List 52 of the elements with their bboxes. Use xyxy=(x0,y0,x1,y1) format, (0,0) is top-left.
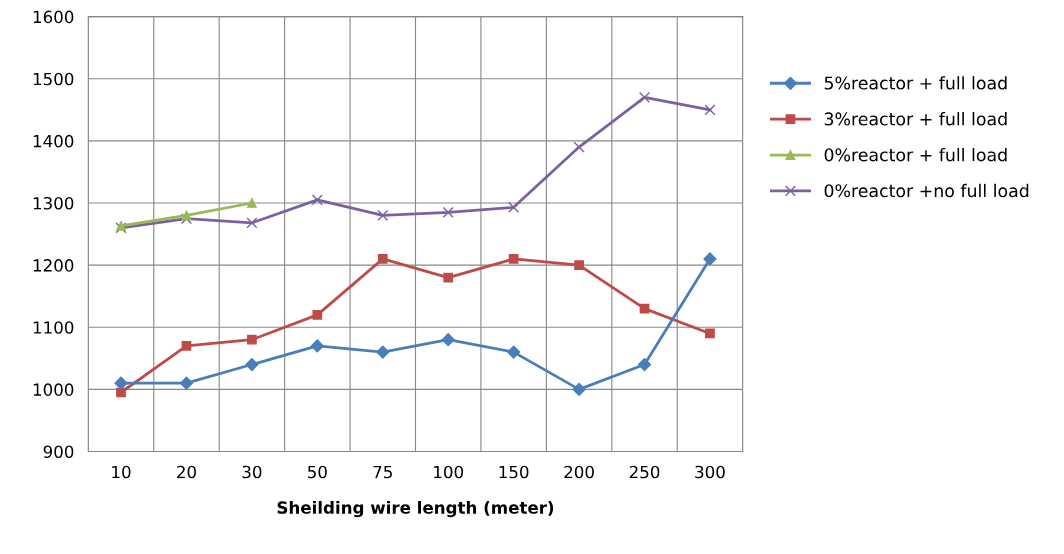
point xyxy=(179,376,194,390)
y-tick-label: 1400 xyxy=(33,134,74,148)
y-tick-label: 900 xyxy=(43,445,74,459)
point xyxy=(247,334,257,345)
y-tick-label: 1300 xyxy=(33,196,74,210)
point xyxy=(705,328,715,339)
x-tick-label: 300 xyxy=(695,465,725,479)
point xyxy=(116,387,126,398)
point xyxy=(704,104,716,116)
point xyxy=(181,341,192,351)
legend-label: 0%reactor + full load xyxy=(824,147,1007,162)
point xyxy=(247,198,257,208)
y-tick-label: 1600 xyxy=(33,10,74,24)
x-tick-label: 250 xyxy=(629,465,660,479)
point xyxy=(572,382,586,396)
point xyxy=(573,141,585,153)
point xyxy=(312,309,323,320)
point xyxy=(638,91,651,103)
x-axis-title: Sheilding wire length (meter) xyxy=(277,500,554,518)
point xyxy=(441,333,455,347)
point xyxy=(508,201,520,213)
point xyxy=(114,376,128,390)
y-tick-label: 1100 xyxy=(33,321,74,334)
point xyxy=(310,339,324,353)
x-tick-label: 50 xyxy=(308,465,327,479)
x-tick-label: 10 xyxy=(112,465,131,479)
point xyxy=(245,357,259,372)
y-tick-label: 1500 xyxy=(33,72,74,86)
x-tick-label: 100 xyxy=(434,465,464,479)
point xyxy=(246,217,258,229)
point xyxy=(376,345,390,359)
x-tick-label: 30 xyxy=(242,465,262,479)
point xyxy=(443,272,454,283)
point xyxy=(574,260,584,270)
point xyxy=(377,209,389,221)
x-tick-label: 200 xyxy=(564,465,594,479)
point xyxy=(508,254,519,264)
y-tick-label: 1000 xyxy=(33,383,74,396)
point xyxy=(507,345,521,359)
point xyxy=(637,357,652,372)
x-tick-label: 20 xyxy=(177,465,196,479)
point xyxy=(311,194,323,206)
point xyxy=(703,252,717,266)
point xyxy=(181,210,192,221)
legend-label: 5%reactor + full load xyxy=(824,76,1007,90)
legend-label: 3%reactor + full load xyxy=(824,112,1007,126)
x-tick-label: 75 xyxy=(373,465,392,479)
y-tick-label: 1200 xyxy=(33,259,74,272)
point xyxy=(377,254,388,264)
legend-label: 0%reactor +no full load xyxy=(824,183,1029,198)
point xyxy=(442,206,454,218)
x-tick-label: 150 xyxy=(499,465,529,479)
